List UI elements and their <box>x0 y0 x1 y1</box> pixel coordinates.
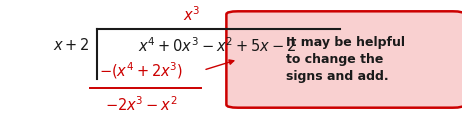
Text: $x + 2$: $x + 2$ <box>53 37 90 53</box>
Text: $-(x^4 + 2x^3)$: $-(x^4 + 2x^3)$ <box>99 60 183 81</box>
FancyBboxPatch shape <box>226 11 462 108</box>
Text: $x^3$: $x^3$ <box>183 5 201 24</box>
Text: It may be helpful
to change the
signs and add.: It may be helpful to change the signs an… <box>286 36 405 83</box>
Text: $x^4 + 0x^3 - x^2 + 5x - 2$: $x^4 + 0x^3 - x^2 + 5x - 2$ <box>138 36 296 55</box>
Text: $-2x^3 - x^2$: $-2x^3 - x^2$ <box>104 95 177 114</box>
